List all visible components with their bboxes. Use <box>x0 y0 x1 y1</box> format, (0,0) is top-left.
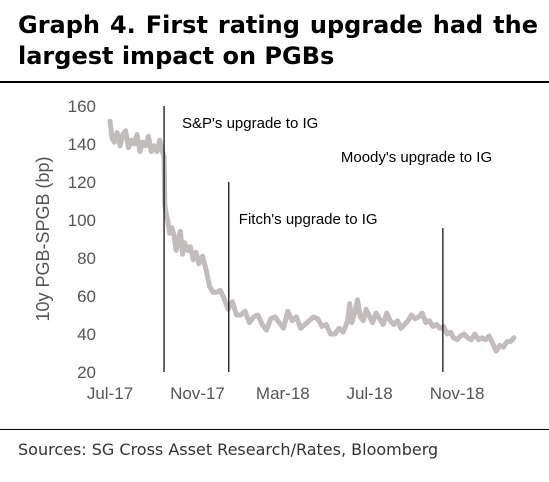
page-title: Graph 4. First rating upgrade had the la… <box>18 11 538 70</box>
y-tick-label: 20 <box>77 363 96 382</box>
upgrade-annotation-label: Fitch's upgrade to IG <box>239 211 378 228</box>
y-tick-label: 60 <box>77 287 96 306</box>
upgrade-annotation-label: Moody's upgrade to IG <box>341 149 492 166</box>
y-axis: 20 40 60 80 100 120 140 160 <box>68 97 96 382</box>
source-note: Sources: SG Cross Asset Research/Rates, … <box>18 440 439 459</box>
y-axis-label: 10y PGB-SPGB (bp) <box>33 156 53 321</box>
upgrade-annotation-label: S&P's upgrade to IG <box>182 115 318 132</box>
y-tick-label: 80 <box>77 249 96 268</box>
y-tick-label: 100 <box>68 211 96 230</box>
x-tick-label: Nov-18 <box>430 384 485 403</box>
x-tick-label: Mar-18 <box>256 384 310 403</box>
x-tick-label: Jul-17 <box>87 384 133 403</box>
x-tick-label: Nov-17 <box>170 384 225 403</box>
y-tick-label: 40 <box>77 325 96 344</box>
footer-divider <box>0 429 549 430</box>
y-tick-label: 160 <box>68 97 96 116</box>
title-divider <box>0 81 549 83</box>
x-tick-label: Jul-18 <box>346 384 392 403</box>
y-tick-label: 120 <box>68 173 96 192</box>
x-axis: Jul-17 Nov-17 Mar-18 Jul-18 Nov-18 <box>87 384 485 403</box>
annotation-layer: S&P's upgrade to IG Fitch's upgrade to IG… <box>163 106 492 372</box>
y-tick-label: 140 <box>68 135 96 154</box>
